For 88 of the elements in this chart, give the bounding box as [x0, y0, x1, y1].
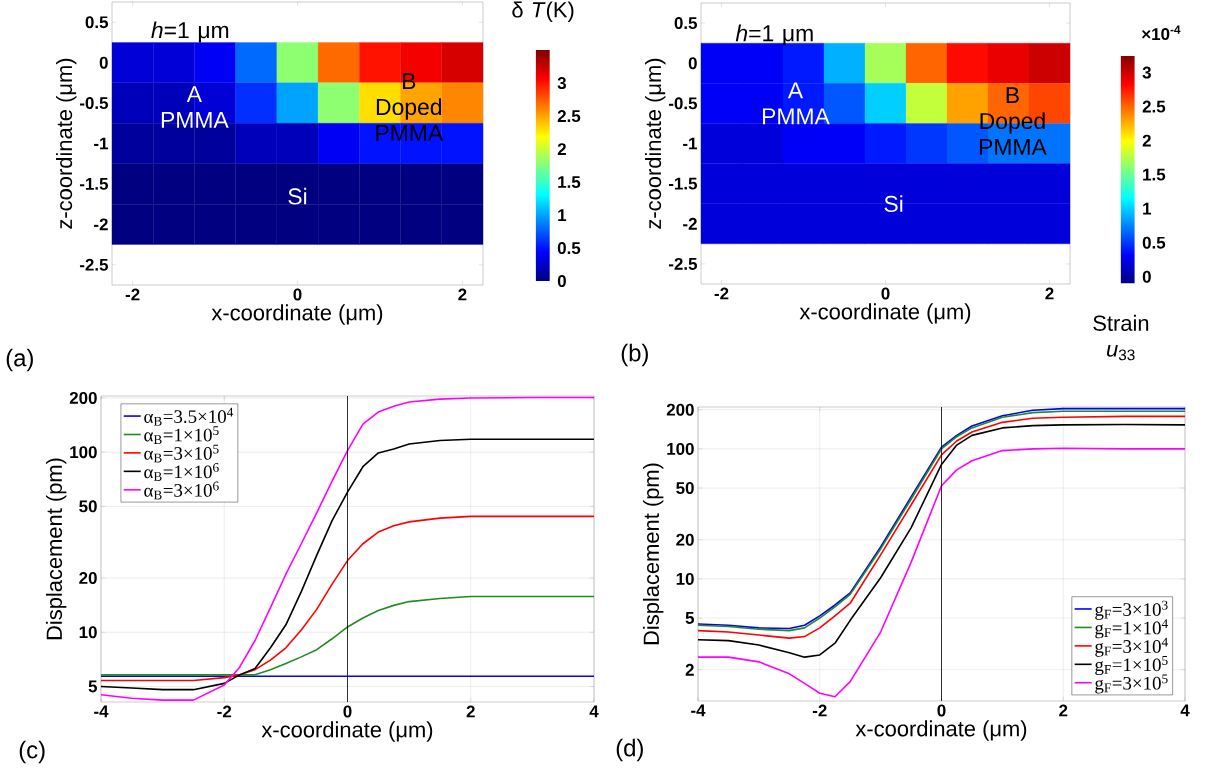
legend-label: α$_{B}$=1×10$^{6}$	[144, 463, 219, 481]
color-bar-title: Strain u$_{33}$	[1093, 314, 1149, 361]
annotation: A PMMA	[762, 82, 830, 125]
x-tick-label: 4	[589, 705, 599, 718]
legend-label: α$_{B}$=3.5×10$^{4}$	[144, 407, 234, 426]
text: (b)	[621, 343, 648, 367]
x-tick-label: 0	[293, 288, 302, 301]
text: ×10$^{-4}$	[1141, 25, 1181, 41]
y-axis-title: Displacement (pm)	[45, 458, 67, 640]
y-tick-label: 5	[685, 612, 695, 624]
x-tick-label: 0	[881, 287, 890, 300]
color-bar-label: 2.5	[557, 110, 581, 123]
annotation: A PMMA	[161, 86, 229, 128]
y-tick-label: -1	[94, 137, 109, 150]
color-bar-label: 2.5	[1142, 100, 1166, 113]
color-bar-label: 0	[1142, 270, 1151, 283]
annotation: Si	[884, 195, 903, 213]
y-tick-label: 0.5	[85, 16, 109, 29]
color-bar-label: 0.5	[557, 242, 581, 255]
x-axis-title: x-coordinate (μm)	[261, 721, 433, 742]
color-bar-label: 2	[557, 143, 566, 156]
x-tick-label: 2	[466, 705, 475, 718]
y-tick-label: -0.5	[79, 97, 109, 110]
color-bar-label: 1.5	[558, 176, 581, 189]
color-bar-label: 2	[1142, 134, 1151, 147]
y-tick-label: -2	[94, 218, 108, 231]
y-tick-label: 200	[666, 403, 694, 416]
x-tick-label: -2	[217, 705, 232, 718]
x-tick-label: 4	[1180, 704, 1190, 717]
x-tick-label: 2	[458, 288, 467, 301]
y-tick-label: -2	[683, 217, 697, 230]
y-tick-label: 10	[676, 572, 694, 585]
legend-label: g$_{F}$=3×10$^{3}$	[1095, 600, 1168, 620]
y-tick-label: 200	[69, 391, 97, 404]
text: (d)	[616, 738, 643, 762]
x-tick-label: 0	[937, 704, 946, 717]
annotation: h=1 μm	[151, 21, 229, 43]
line-series	[697, 447, 1186, 698]
x-tick-label: -4	[94, 705, 109, 718]
annotation: Si	[288, 187, 307, 205]
color-bar-label: 3	[1142, 66, 1151, 79]
color-bar-label: 0	[557, 275, 566, 288]
y-tick-label: 2	[685, 663, 694, 676]
x-tick-label: -2	[812, 704, 827, 717]
y-tick-label: 20	[79, 572, 97, 585]
y-axis-title: z-coordinate (μm)	[56, 58, 77, 229]
y-tick-label: 50	[676, 482, 694, 495]
y-tick-label: 50	[79, 500, 97, 513]
color-bar-label: 1.5	[1143, 168, 1166, 181]
color-bar-label: 1	[558, 209, 567, 221]
y-tick-label: 10	[79, 626, 97, 639]
legend-label: α$_{B}$=3×10$^{6}$	[144, 481, 219, 500]
x-tick-label: 0	[343, 705, 352, 718]
y-tick-label: -0.5	[668, 97, 698, 110]
y-tick-label: 100	[667, 442, 694, 455]
y-tick-label: -1.5	[668, 177, 698, 190]
x-tick-label: -4	[691, 704, 706, 717]
x-tick-label: 2	[1045, 287, 1054, 300]
legend-label: α$_{B}$=3×10$^{5}$	[144, 444, 219, 463]
color-bar-label: 0.5	[1142, 236, 1166, 249]
y-tick-label: -2.5	[668, 257, 698, 270]
y-tick-label: 20	[676, 533, 694, 546]
color-bar-label: 3	[557, 77, 566, 90]
x-tick-label: -2	[714, 287, 729, 300]
x-tick-label: 2	[1059, 704, 1068, 717]
x-axis-title: x-coordinate (μm)	[211, 304, 383, 325]
x-tick-label: -2	[125, 288, 140, 301]
line-series	[100, 396, 595, 701]
legend-label: g$_{F}$=3×10$^{5}$	[1095, 674, 1168, 694]
y-axis-title: z-coordinate (μm)	[645, 58, 666, 229]
y-tick-label: 0.5	[674, 17, 698, 30]
y-tick-label: 100	[70, 446, 97, 459]
legend-label: α$_{B}$=1×10$^{5}$	[144, 426, 219, 444]
y-tick-label: 0	[688, 57, 697, 70]
color-bar-title: δ T(K)	[512, 1, 574, 22]
y-tick-label: -1	[683, 137, 698, 150]
y-axis-title: Displacement (pm)	[642, 463, 664, 645]
legend-label: g$_{F}$=1×10$^{4}$	[1095, 619, 1168, 639]
y-tick-label: 0	[99, 56, 108, 69]
color-bar-label: 1	[1143, 202, 1152, 215]
y-tick-label: -2.5	[79, 258, 109, 271]
text: (a)	[6, 348, 33, 372]
x-axis-title: x-coordinate (μm)	[855, 720, 1027, 741]
x-axis-title: x-coordinate (μm)	[799, 303, 971, 324]
text: (c)	[19, 740, 45, 764]
annotation: h=1 μm	[735, 24, 813, 46]
y-tick-label: 5	[88, 680, 98, 693]
y-tick-label: -1.5	[79, 178, 109, 190]
